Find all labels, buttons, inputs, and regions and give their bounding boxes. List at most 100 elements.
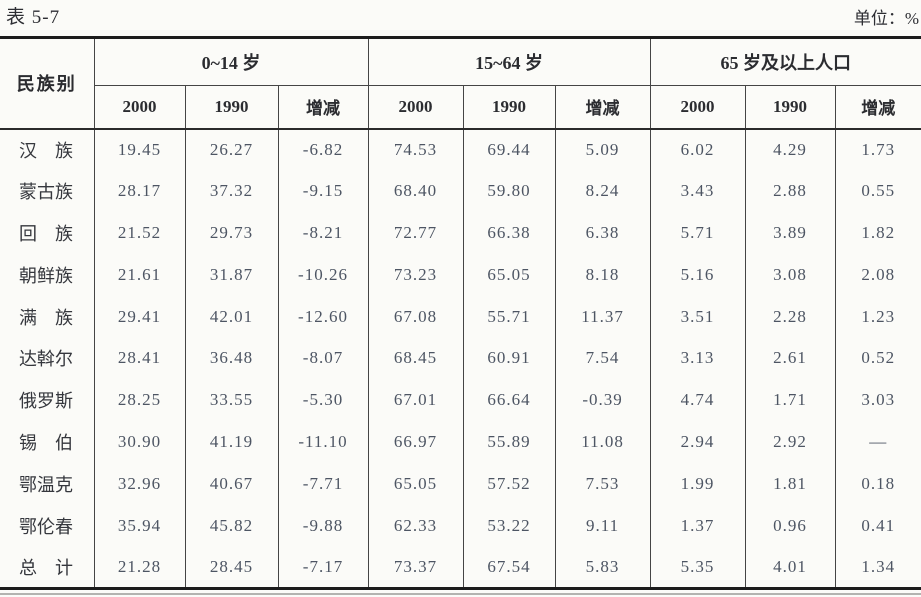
cell-0-14-2000: 21.52 (93, 212, 185, 254)
cell-65plus-1990: 3.89 (744, 212, 836, 254)
cell-0-14-change: -11.10 (277, 421, 369, 463)
cell-0-14-2000: 30.90 (93, 421, 185, 463)
cell-65plus-2000: 3.13 (649, 337, 746, 380)
cell-15-64-1990: 69.44 (462, 128, 556, 171)
table-number: 表 5-7 (6, 7, 61, 28)
cell-65plus-1990: 3.08 (744, 253, 836, 296)
cell-65plus-2000: 1.37 (649, 504, 746, 547)
bottom-thin-rule (0, 592, 921, 595)
cell-0-14-2000: 19.45 (93, 128, 185, 171)
cell-65plus-change: 0.52 (834, 337, 921, 380)
ethnic-group-name: 锡 伯 (19, 432, 73, 453)
cell-15-64-1990: 66.64 (462, 379, 556, 422)
cell-0-14-change: -12.60 (277, 295, 369, 338)
cell-65plus-1990: 1.71 (744, 379, 836, 422)
cell-15-64-change: 8.24 (554, 170, 651, 213)
cell-65plus-2000: 5.35 (649, 546, 746, 589)
cell-65plus-change: 1.23 (834, 295, 921, 338)
cell-0-14-1990: 37.32 (184, 170, 278, 213)
cell-15-64-1990: 57.52 (462, 462, 556, 505)
table-row: 汉 族 19.45 26.27 -6.82 74.53 69.44 5.09 6… (0, 128, 921, 171)
cell-0-14-1990: 36.48 (184, 337, 278, 380)
cell-65plus-2000: 6.02 (649, 128, 746, 171)
cell-65plus-1990: 2.28 (744, 295, 836, 338)
cell-65plus-2000: 3.51 (649, 295, 746, 338)
cell-65plus-change: 0.55 (834, 170, 921, 213)
group-header-age-15-64: 15~64 岁 (367, 37, 651, 86)
cell-0-14-change: -10.26 (277, 253, 369, 296)
cell-15-64-2000: 67.08 (367, 295, 464, 338)
cell-15-64-2000: 67.01 (367, 379, 464, 422)
table-row: 鄂温克 32.96 40.67 -7.71 65.05 57.52 7.53 1… (0, 462, 921, 505)
cell-15-64-1990: 55.89 (462, 421, 556, 463)
cell-0-14-2000: 21.28 (93, 546, 185, 589)
cell-15-64-change: 7.54 (554, 337, 651, 380)
cell-15-64-2000: 66.97 (367, 421, 464, 463)
cell-65plus-change: 0.18 (834, 462, 921, 505)
table-caption-bar: 表 5-7 单位：% (0, 0, 921, 36)
cell-15-64-1990: 65.05 (462, 253, 556, 296)
row-header-ethnic-group: 民族别 (0, 37, 94, 130)
cell-15-64-1990: 67.54 (462, 546, 556, 589)
cell-15-64-2000: 73.37 (367, 546, 464, 589)
table-row: 达斡尔 28.41 36.48 -8.07 68.45 60.91 7.54 3… (0, 337, 921, 380)
cell-65plus-2000: 5.71 (649, 212, 746, 254)
cell-65plus-1990: 2.88 (744, 170, 836, 213)
ethnic-group-name: 达斡尔 (19, 349, 73, 370)
cell-15-64-change: 5.09 (554, 128, 651, 171)
table-row: 鄂伦春 35.94 45.82 -9.88 62.33 53.22 9.11 1… (0, 504, 921, 547)
table-row: 锡 伯 30.90 41.19 -11.10 66.97 55.89 11.08… (0, 421, 921, 463)
cell-65plus-change: — (834, 421, 921, 463)
sub-header-row: 2000 1990 增减 2000 1990 增减 2000 1990 增减 (0, 85, 921, 130)
cell-15-64-change: 6.38 (554, 212, 651, 254)
cell-15-64-change: 7.53 (554, 462, 651, 505)
sub-header-change: 增减 (554, 85, 651, 130)
table-row: 满 族 29.41 42.01 -12.60 67.08 55.71 11.37… (0, 295, 921, 338)
cell-0-14-change: -9.15 (277, 170, 369, 213)
table-row: 回 族 21.52 29.73 -8.21 72.77 66.38 6.38 5… (0, 212, 921, 254)
cell-0-14-1990: 26.27 (184, 128, 278, 171)
cell-65plus-2000: 1.99 (649, 462, 746, 505)
cell-0-14-1990: 42.01 (184, 295, 278, 338)
table-row: 蒙古族 28.17 37.32 -9.15 68.40 59.80 8.24 3… (0, 170, 921, 213)
cell-0-14-change: -8.07 (277, 337, 369, 380)
cell-15-64-2000: 73.23 (367, 253, 464, 296)
cell-15-64-1990: 60.91 (462, 337, 556, 380)
cell-65plus-1990: 2.61 (744, 337, 836, 380)
cell-65plus-2000: 5.16 (649, 253, 746, 296)
cell-0-14-1990: 31.87 (184, 253, 278, 296)
sub-header-2000: 2000 (649, 85, 746, 130)
cell-15-64-2000: 74.53 (367, 128, 464, 171)
cell-65plus-change: 1.73 (834, 128, 921, 171)
cell-15-64-1990: 53.22 (462, 504, 556, 547)
cell-0-14-change: -7.71 (277, 462, 369, 505)
unit-label: 单位：% (853, 9, 919, 28)
ethnic-group-name: 总 计 (19, 557, 73, 578)
cell-65plus-2000: 4.74 (649, 379, 746, 422)
sub-header-2000: 2000 (367, 85, 464, 130)
ethnic-group-name: 鄂温克 (19, 474, 73, 495)
ethnic-group-name: 汉 族 (19, 140, 73, 161)
cell-15-64-change: 11.37 (554, 295, 651, 338)
cell-0-14-2000: 21.61 (93, 253, 185, 296)
cell-15-64-2000: 68.40 (367, 170, 464, 213)
cell-65plus-change: 2.08 (834, 253, 921, 296)
cell-15-64-2000: 65.05 (367, 462, 464, 505)
cell-0-14-change: -5.30 (277, 379, 369, 422)
cell-15-64-change: 11.08 (554, 421, 651, 463)
cell-65plus-change: 1.82 (834, 212, 921, 254)
sub-header-1990: 1990 (462, 85, 556, 130)
cell-0-14-1990: 45.82 (184, 504, 278, 547)
cell-65plus-change: 1.34 (834, 546, 921, 589)
cell-0-14-change: -9.88 (277, 504, 369, 547)
sub-header-1990: 1990 (184, 85, 278, 130)
cell-65plus-1990: 1.81 (744, 462, 836, 505)
cell-0-14-change: -8.21 (277, 212, 369, 254)
cell-65plus-change: 0.41 (834, 504, 921, 547)
cell-65plus-1990: 2.92 (744, 421, 836, 463)
sub-header-change: 增减 (834, 85, 921, 130)
cell-0-14-1990: 41.19 (184, 421, 278, 463)
cell-15-64-1990: 66.38 (462, 212, 556, 254)
cell-15-64-change: -0.39 (554, 379, 651, 422)
